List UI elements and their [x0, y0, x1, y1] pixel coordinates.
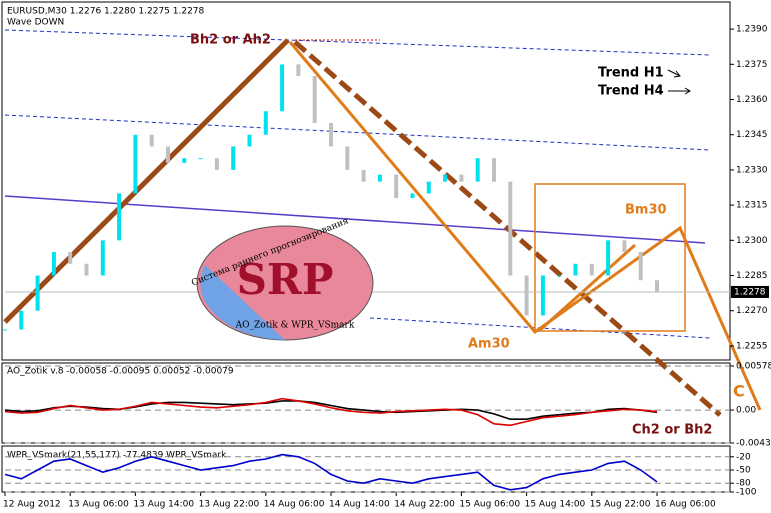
box: [534, 183, 686, 332]
annotation: Trend H1: [598, 66, 664, 81]
annotation: Ch2 or Bh2: [632, 423, 712, 438]
y-tick-label: -80: [736, 479, 751, 489]
y-tick-label: 1.2345: [736, 130, 768, 140]
wave-line: [288, 41, 762, 411]
trend-arrow: [667, 69, 691, 95]
y-tick-label: 1.2315: [736, 201, 768, 211]
wave-line: [538, 243, 637, 332]
annotation: Am30: [468, 337, 510, 352]
channel-line: [4, 114, 711, 151]
y-tick-label: 1.2255: [736, 341, 768, 351]
main-panel: [1, 1, 731, 361]
y-tick-label: -100: [736, 488, 757, 498]
annotation: C: [733, 382, 745, 401]
x-tick-label: 15 Aug 06:00: [459, 500, 520, 510]
x-tick-label: 13 Aug 06:00: [68, 500, 129, 510]
price-tag: [731, 285, 769, 298]
annotation: Trend H4: [598, 84, 664, 99]
logo-caption: AO_Zotik & WPR_VSmark: [235, 321, 355, 331]
x-tick-label: 13 Aug 14:00: [133, 500, 194, 510]
price-tag-label: 1.2278: [734, 287, 766, 297]
x-tick-label: 14 Aug 06:00: [264, 500, 325, 510]
data-line: [4, 453, 658, 491]
logo: [200, 265, 285, 340]
y-tick-label: 1.2330: [736, 165, 768, 175]
x-tick-label: 14 Aug 14:00: [329, 500, 390, 510]
x-tick-label: 16 Aug 06:00: [655, 500, 716, 510]
y-tick-label: 1.2375: [736, 60, 768, 70]
y-tick-label: 1.2285: [736, 271, 768, 281]
chart-title: EURUSD,M30 1.2276 1.2280 1.2275 1.2278: [7, 7, 205, 17]
chart-subtitle: Wave DOWN: [7, 18, 64, 28]
channel-line: [4, 29, 711, 56]
y-tick-label: 0.00578: [736, 362, 771, 372]
y-tick-label: 1.2360: [736, 95, 768, 105]
y-tick-label: 1.2390: [736, 25, 768, 35]
panel-title: AO_Zotik v.8 -0.00058 -0.00095 0.00052 -…: [7, 367, 234, 377]
wave-line: [293, 40, 722, 417]
x-tick-label: 12 Aug 2012: [3, 500, 61, 510]
annotation: Bm30: [625, 203, 667, 218]
x-tick-label: 15 Aug 14:00: [525, 500, 586, 510]
panel-title: WPR_VSmark(21,55,177) -77.4839 WPR_VSmar…: [7, 451, 227, 461]
x-tick-label: 15 Aug 22:00: [590, 500, 651, 510]
annotation: Bh2 or Ah2: [190, 33, 271, 48]
x-tick-label: 14 Aug 22:00: [394, 500, 455, 510]
y-tick-label: 1.2270: [736, 306, 768, 316]
y-tick-label: -50: [736, 466, 751, 476]
y-tick-label: -20: [736, 452, 751, 462]
y-tick-label: 1.2300: [736, 236, 768, 246]
y-tick-label: 0.00: [736, 406, 756, 416]
logo-text: SRP: [237, 255, 334, 304]
data-line: [4, 397, 658, 427]
x-tick-label: 13 Aug 22:00: [199, 500, 260, 510]
y-tick-label: -0.00432: [736, 439, 771, 449]
